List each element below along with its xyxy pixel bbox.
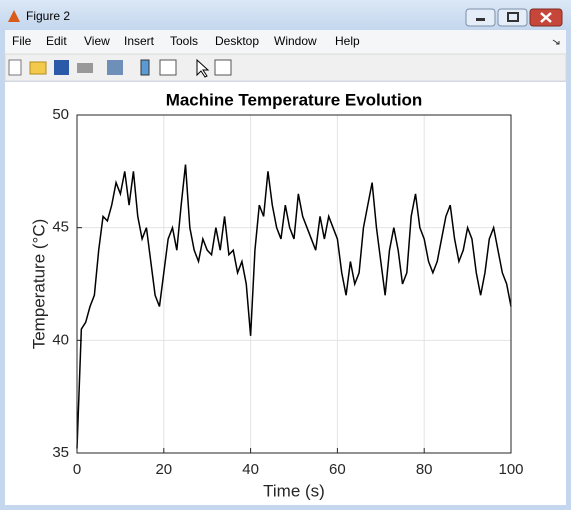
menu-item[interactable]: Window — [274, 34, 317, 48]
menu-bar — [5, 30, 566, 54]
link-icon[interactable] — [107, 60, 123, 75]
property-icon[interactable] — [214, 59, 232, 76]
y-tick-label: 45 — [52, 219, 69, 236]
menu-item[interactable]: Edit — [46, 34, 67, 48]
toolbar — [4, 53, 567, 82]
y-tick-label: 40 — [52, 331, 69, 348]
open-icon[interactable] — [29, 61, 47, 75]
menu-item[interactable]: Insert — [124, 34, 155, 48]
minimize-button[interactable] — [465, 8, 496, 27]
axes-background — [77, 115, 511, 453]
menu-item[interactable]: View — [84, 34, 110, 48]
new-icon[interactable] — [8, 59, 22, 76]
x-tick-label: 60 — [329, 461, 346, 478]
dock-arrow[interactable] — [552, 39, 560, 45]
menu-item[interactable]: File — [12, 34, 32, 48]
app-icon — [8, 10, 20, 22]
toolbar-icons — [8, 58, 232, 78]
menu-item[interactable]: Help — [335, 34, 360, 48]
y-tick-label: 35 — [52, 444, 69, 461]
x-tick-label: 40 — [242, 461, 259, 478]
x-tick-label: 20 — [155, 461, 172, 478]
save-icon[interactable] — [54, 60, 69, 75]
chart-title: Machine Temperature Evolution — [166, 90, 423, 109]
close-icon — [540, 12, 552, 23]
menu-group: File Edit View Insert Tools Desktop Window Help — [12, 34, 360, 48]
colorbar-icon[interactable] — [140, 59, 150, 76]
x-tick-label: 100 — [498, 461, 523, 478]
x-tick-label: 80 — [416, 461, 433, 478]
pointer-icon[interactable] — [196, 58, 210, 78]
y-axis-label: Temperature (°C) — [29, 219, 48, 350]
menu-item[interactable]: Desktop — [215, 34, 259, 48]
legend-icon[interactable] — [159, 59, 177, 76]
data-line — [76, 164, 512, 449]
x-axis-label: Time (s) — [263, 481, 325, 500]
print-icon[interactable] — [77, 63, 93, 73]
maximize-icon — [507, 12, 519, 22]
y-tick-label: 50 — [52, 106, 69, 123]
axes-box — [76, 114, 512, 454]
maximize-button[interactable] — [497, 8, 528, 27]
window-title: Figure 2 — [26, 9, 70, 23]
minimize-icon — [476, 18, 485, 21]
menu-item[interactable]: Tools — [170, 34, 198, 48]
x-tick-label: 0 — [73, 461, 81, 478]
